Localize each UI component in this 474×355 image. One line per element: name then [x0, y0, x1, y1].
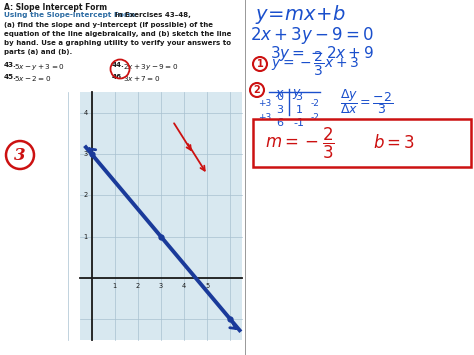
Text: -1: -1	[293, 118, 304, 128]
Text: 1: 1	[83, 234, 88, 240]
Text: equation of the line algebraically, and (b) sketch the line: equation of the line algebraically, and …	[4, 31, 231, 37]
Text: 45.: 45.	[4, 74, 17, 80]
Text: 44.: 44.	[112, 62, 125, 68]
Text: $2x +3y - 9 = 0$: $2x +3y - 9 = 0$	[250, 25, 374, 46]
Text: $x$: $x$	[275, 87, 285, 100]
Text: In Exercises 43–48,: In Exercises 43–48,	[110, 12, 191, 18]
Text: 4: 4	[83, 110, 88, 116]
Text: 43.: 43.	[4, 62, 17, 68]
Text: 4: 4	[182, 283, 186, 289]
Text: 1: 1	[295, 105, 302, 115]
Text: 2: 2	[254, 85, 260, 95]
Text: 2: 2	[136, 283, 140, 289]
Bar	[80, 92, 242, 340]
Text: by hand. Use a graphing utility to verify your answers to: by hand. Use a graphing utility to verif…	[4, 40, 231, 46]
Text: +3: +3	[258, 114, 272, 122]
Text: $3y = -2x + 9$: $3y = -2x + 9$	[270, 44, 374, 63]
Bar	[246, 0, 474, 355]
Text: $2x + 3y - 9 = 0$: $2x + 3y - 9 = 0$	[123, 62, 178, 72]
Text: 3: 3	[83, 151, 88, 157]
Text: A: Slope Intercept Form: A: Slope Intercept Form	[4, 3, 107, 12]
Text: Using the Slope-Intercept Form: Using the Slope-Intercept Form	[4, 12, 135, 18]
Text: 0: 0	[276, 92, 283, 102]
Text: 3: 3	[159, 283, 163, 289]
Text: $\dfrac{\Delta y}{\Delta x} = \dfrac{-2}{3}$: $\dfrac{\Delta y}{\Delta x} = \dfrac{-2}…	[340, 87, 393, 116]
Text: $y$: $y$	[292, 87, 302, 101]
Text: -2: -2	[310, 113, 319, 121]
Text: 5: 5	[205, 283, 210, 289]
Text: 1: 1	[113, 283, 117, 289]
Text: 1: 1	[256, 59, 264, 69]
Text: $b = 3$: $b = 3$	[373, 134, 415, 152]
Text: 6: 6	[276, 118, 283, 128]
Text: $3x + 7 = 0$: $3x + 7 = 0$	[123, 74, 160, 83]
Text: $5x - y + 3 = 0$: $5x - y + 3 = 0$	[14, 62, 64, 72]
Text: parts (a) and (b).: parts (a) and (b).	[4, 49, 72, 55]
Text: (a) find the slope and y-intercept (if possible) of the: (a) find the slope and y-intercept (if p…	[4, 22, 213, 28]
Text: 3: 3	[295, 92, 302, 102]
Text: $m = -\dfrac{2}{3}$: $m = -\dfrac{2}{3}$	[265, 125, 335, 160]
Bar	[0, 0, 245, 355]
Text: $y\!=\!mx\!+\!b$: $y\!=\!mx\!+\!b$	[255, 3, 346, 26]
Text: 3: 3	[14, 147, 26, 164]
Text: $y = -\dfrac{2}{3}x + 3$: $y = -\dfrac{2}{3}x + 3$	[271, 50, 359, 78]
Text: 3: 3	[276, 105, 283, 115]
Bar	[253, 119, 471, 167]
Text: -2: -2	[310, 98, 319, 108]
Text: 46.: 46.	[112, 74, 125, 80]
Text: +3: +3	[258, 99, 272, 109]
Text: $5x - 2 = 0$: $5x - 2 = 0$	[14, 74, 52, 83]
Text: 2: 2	[83, 192, 88, 198]
